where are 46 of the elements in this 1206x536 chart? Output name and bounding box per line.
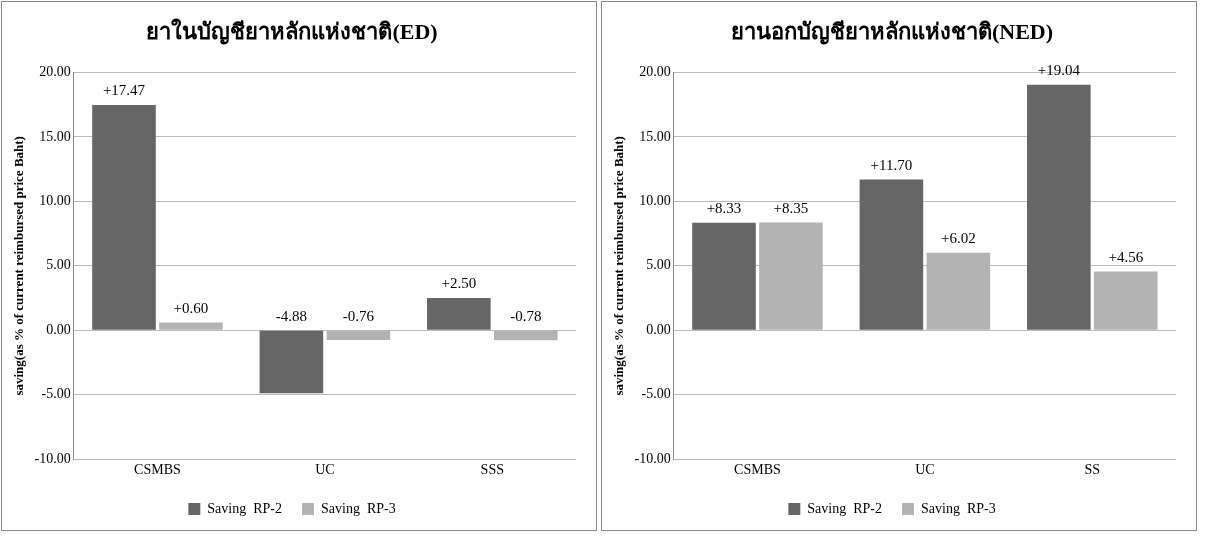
chart-title: ยานอกบัญชียาหลักแห่งชาติ(NED) [730, 18, 1054, 45]
x-tick-label: UC [315, 462, 335, 478]
y-tick-label: 5.00 [46, 257, 71, 273]
bar [1027, 84, 1091, 330]
y-tick-label: 0.00 [46, 321, 71, 337]
data-label: -0.76 [342, 308, 375, 325]
bar [692, 222, 756, 330]
y-tick-label: -5.00 [641, 386, 671, 402]
y-axis-title: saving(as % of current reimbursed price Baht) [11, 136, 27, 396]
data-label: +0.60 [173, 299, 209, 316]
data-label: +11.70 [870, 156, 913, 173]
y-tick-label: 10.00 [639, 193, 671, 209]
y-tick-label: 5.00 [646, 257, 671, 273]
data-label: +8.35 [773, 200, 809, 217]
y-tick-label: -5.00 [41, 386, 71, 402]
legend-label: Saving RP-3 [921, 500, 996, 516]
data-label: -4.88 [275, 308, 308, 325]
bar [859, 179, 924, 330]
y-tick-label: -10.00 [34, 450, 71, 466]
y-tick-label: 15.00 [639, 128, 671, 144]
data-label: +17.47 [102, 82, 146, 99]
legend-label: Saving RP-2 [807, 500, 883, 516]
legend-label: Saving RP-2 [207, 500, 283, 516]
y-tick-label: 20.00 [39, 64, 71, 80]
data-label: +2.50 [441, 275, 477, 292]
x-tick-label: SSS [480, 462, 504, 478]
y-axis-title: saving(as % of current reimbursed price Baht) [611, 136, 627, 396]
data-label: +8.33 [706, 200, 742, 217]
y-tick-label: 20.00 [639, 64, 671, 80]
y-tick-label: 10.00 [39, 193, 71, 209]
y-tick-label: 15.00 [39, 128, 71, 144]
data-label: -0.78 [510, 308, 542, 325]
bar [259, 330, 324, 394]
y-tick-label: -10.00 [634, 450, 671, 466]
y-tick-label: 0.00 [646, 321, 671, 337]
x-tick-label: CSMBS [134, 462, 181, 478]
data-label: +4.56 [1108, 248, 1144, 265]
x-tick-label: SS [1084, 462, 1101, 478]
data-label: +19.04 [1037, 62, 1081, 79]
x-tick-label: UC [915, 462, 935, 478]
x-tick-label: CSMBS [734, 462, 781, 478]
data-label: +6.02 [941, 230, 976, 247]
legend-label: Saving RP-3 [321, 500, 396, 516]
bar [92, 105, 156, 330]
bar [427, 298, 491, 330]
chart-title: ยาในบัญชียาหลักแห่งชาติ(ED) [146, 17, 438, 45]
